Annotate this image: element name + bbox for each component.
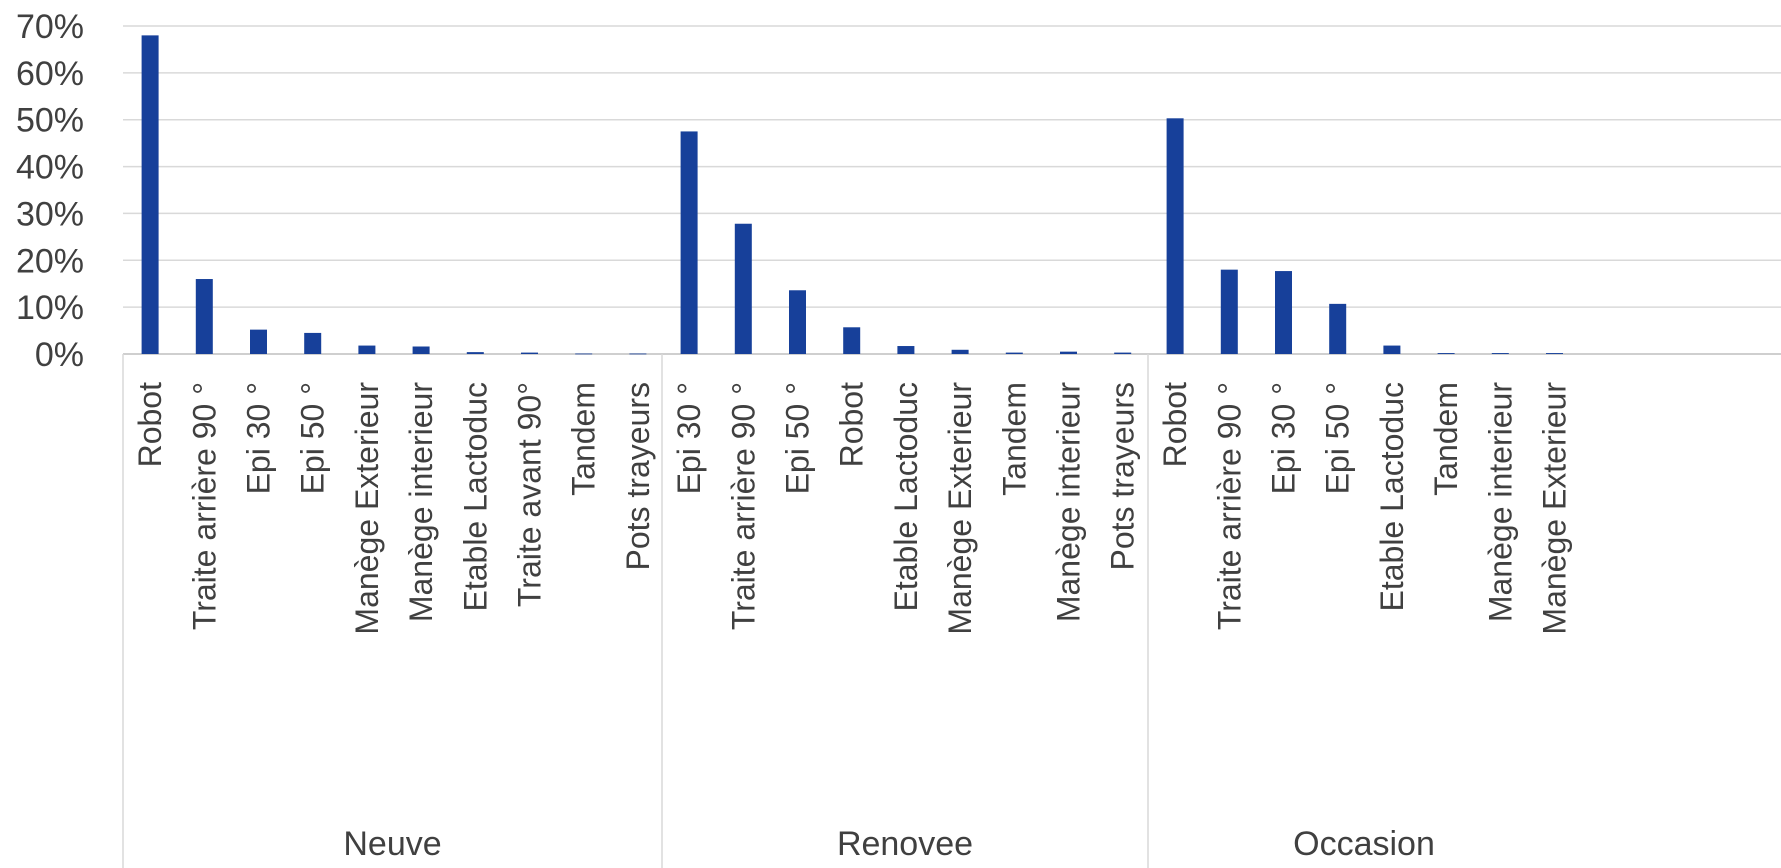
bar [734,223,752,354]
bar [1114,352,1132,354]
bar [195,279,213,354]
y-tick-label: 10% [16,289,84,327]
bar [1329,303,1347,354]
category-label: Epi 30 ° [671,382,707,494]
category-labels: Robot Traite arrière 90 ° Epi 30 ° Epi 50 °… [132,382,1572,635]
bar [1383,345,1401,354]
category-label: Manège Exterieur [349,382,385,635]
category-label: Epi 30 ° [1266,382,1302,494]
y-tick-label: 20% [16,242,84,280]
category-label: Etable Lactoduc [1374,382,1410,612]
category-label: Manège interieur [403,382,439,622]
category-label: Robot [132,382,168,468]
y-tick-label: 70% [16,8,84,46]
y-tick-label: 50% [16,102,84,140]
category-label: Epi 50 ° [295,382,331,494]
category-label: Etable Lactoduc [457,382,493,612]
bar [1275,271,1292,354]
bar [1166,118,1184,355]
y-tick-label: 30% [16,195,84,233]
category-label: Tandem [566,382,602,496]
bar [1220,269,1238,354]
bar [250,329,267,354]
group-dividers [122,354,1149,868]
category-label: Traite avant 90° [512,382,548,607]
category-label: Pots trayeurs [620,382,656,571]
bar [1546,353,1563,354]
category-label: Epi 50 ° [780,382,816,494]
category-label: Tandem [996,382,1032,496]
bar [412,346,430,354]
bar [629,353,647,355]
bar [521,352,538,354]
category-label: Traite arrière 90 ° [725,382,761,630]
category-label: Manège interieur [1051,382,1087,622]
category-label: Robot [834,382,870,468]
y-tick-label: 0% [35,336,84,374]
category-label: Robot [1157,382,1193,468]
bar [1060,351,1077,354]
group-labels: Neuve Renovee Occasion [343,825,1435,863]
bar [951,349,969,354]
bar [1005,352,1023,354]
bar [789,290,806,354]
category-label: Pots trayeurs [1105,382,1141,571]
category-label: Epi 50 ° [1320,382,1356,494]
bar [897,346,915,354]
category-label: Traite arrière 90 ° [186,382,222,630]
bar [466,352,484,354]
y-tick-label: 60% [16,55,84,93]
y-axis-tick-labels: 0% 10% 20% 30% 40% 50% 60% 70% [16,8,84,374]
group-label: Occasion [1293,825,1435,863]
bar [304,332,322,354]
bar [1491,353,1509,354]
bar [1437,353,1455,354]
category-label: Manège interieur [1482,382,1518,622]
bar [358,345,376,354]
bar [141,35,159,354]
y-tick-label: 40% [16,149,84,187]
category-label: Manège Exterieur [942,382,978,635]
gridlines [123,25,1781,355]
bar [680,131,698,354]
category-label: Tandem [1428,382,1464,496]
category-label: Etable Lactoduc [888,382,924,612]
group-label: Renovee [837,825,973,863]
bar [575,353,593,355]
group-label: Neuve [343,825,441,863]
category-label: Epi 30 ° [241,382,277,494]
bars [141,35,1563,355]
category-label: Manège Exterieur [1537,382,1573,635]
category-label: Traite arrière 90 ° [1211,382,1247,630]
bar [843,327,861,354]
